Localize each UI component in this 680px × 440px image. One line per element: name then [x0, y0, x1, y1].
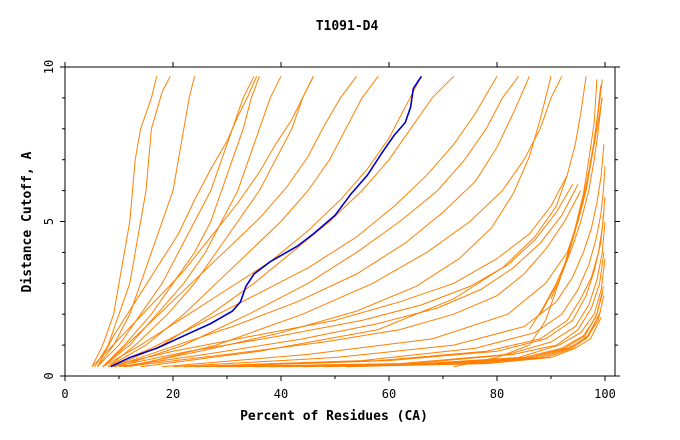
x-tick-label: 60	[382, 387, 396, 401]
model-curve-3	[97, 76, 196, 368]
y-ticks: 0 5 10	[42, 60, 620, 380]
y-tick-label: 5	[42, 218, 56, 225]
x-tick-label: 0	[61, 387, 68, 401]
model-curve-40	[113, 76, 530, 368]
model-curve-14	[172, 144, 605, 368]
model-curve-26	[345, 317, 602, 368]
x-tick-label: 20	[166, 387, 180, 401]
x-tick-label: 80	[490, 387, 504, 401]
model-curve-38	[102, 76, 422, 368]
model-curve-16	[194, 196, 606, 368]
y-tick-label: 0	[42, 372, 56, 379]
series-layer	[91, 75, 606, 368]
model-curve-30	[124, 190, 582, 368]
model-curve-18	[216, 221, 606, 368]
x-axis-label: Percent of Residues (CA)	[240, 409, 428, 424]
model-curve-9	[113, 75, 455, 368]
model-curve-36	[96, 76, 258, 367]
model-curve-27	[108, 174, 568, 368]
y-tick-label: 10	[42, 60, 56, 74]
model-curve-19	[226, 252, 605, 368]
model-curve-8	[107, 76, 379, 368]
model-curve-35	[91, 76, 314, 368]
model-curve-41	[124, 76, 552, 368]
model-curve-1	[91, 76, 158, 367]
highlight-curve	[110, 75, 423, 368]
model-curve-34	[453, 79, 598, 368]
chart-title: T1091-D4	[316, 19, 379, 34]
model-curve-5	[102, 76, 260, 368]
model-curve-10	[118, 76, 519, 368]
x-tick-label: 40	[274, 387, 288, 401]
model-curve-15	[183, 165, 606, 368]
model-curve-37	[102, 76, 358, 368]
model-curve-20	[237, 258, 606, 368]
model-curve-29	[118, 184, 579, 368]
model-curve-33	[528, 79, 603, 330]
model-curve-7	[107, 76, 314, 368]
x-tick-label: 100	[594, 387, 616, 401]
model-curve-13	[162, 97, 603, 368]
model-curve-39	[108, 76, 498, 368]
model-curve-12	[140, 76, 587, 368]
x-ticks: 0 20 40 60 80 100	[61, 62, 616, 401]
model-curve-17	[205, 212, 605, 368]
y-axis-label: Distance Cutoff, A	[20, 151, 35, 292]
plot-frame	[64, 66, 616, 377]
model-curve-11	[129, 76, 563, 368]
highlight-layer	[110, 75, 423, 368]
model-curve-2	[94, 76, 171, 367]
